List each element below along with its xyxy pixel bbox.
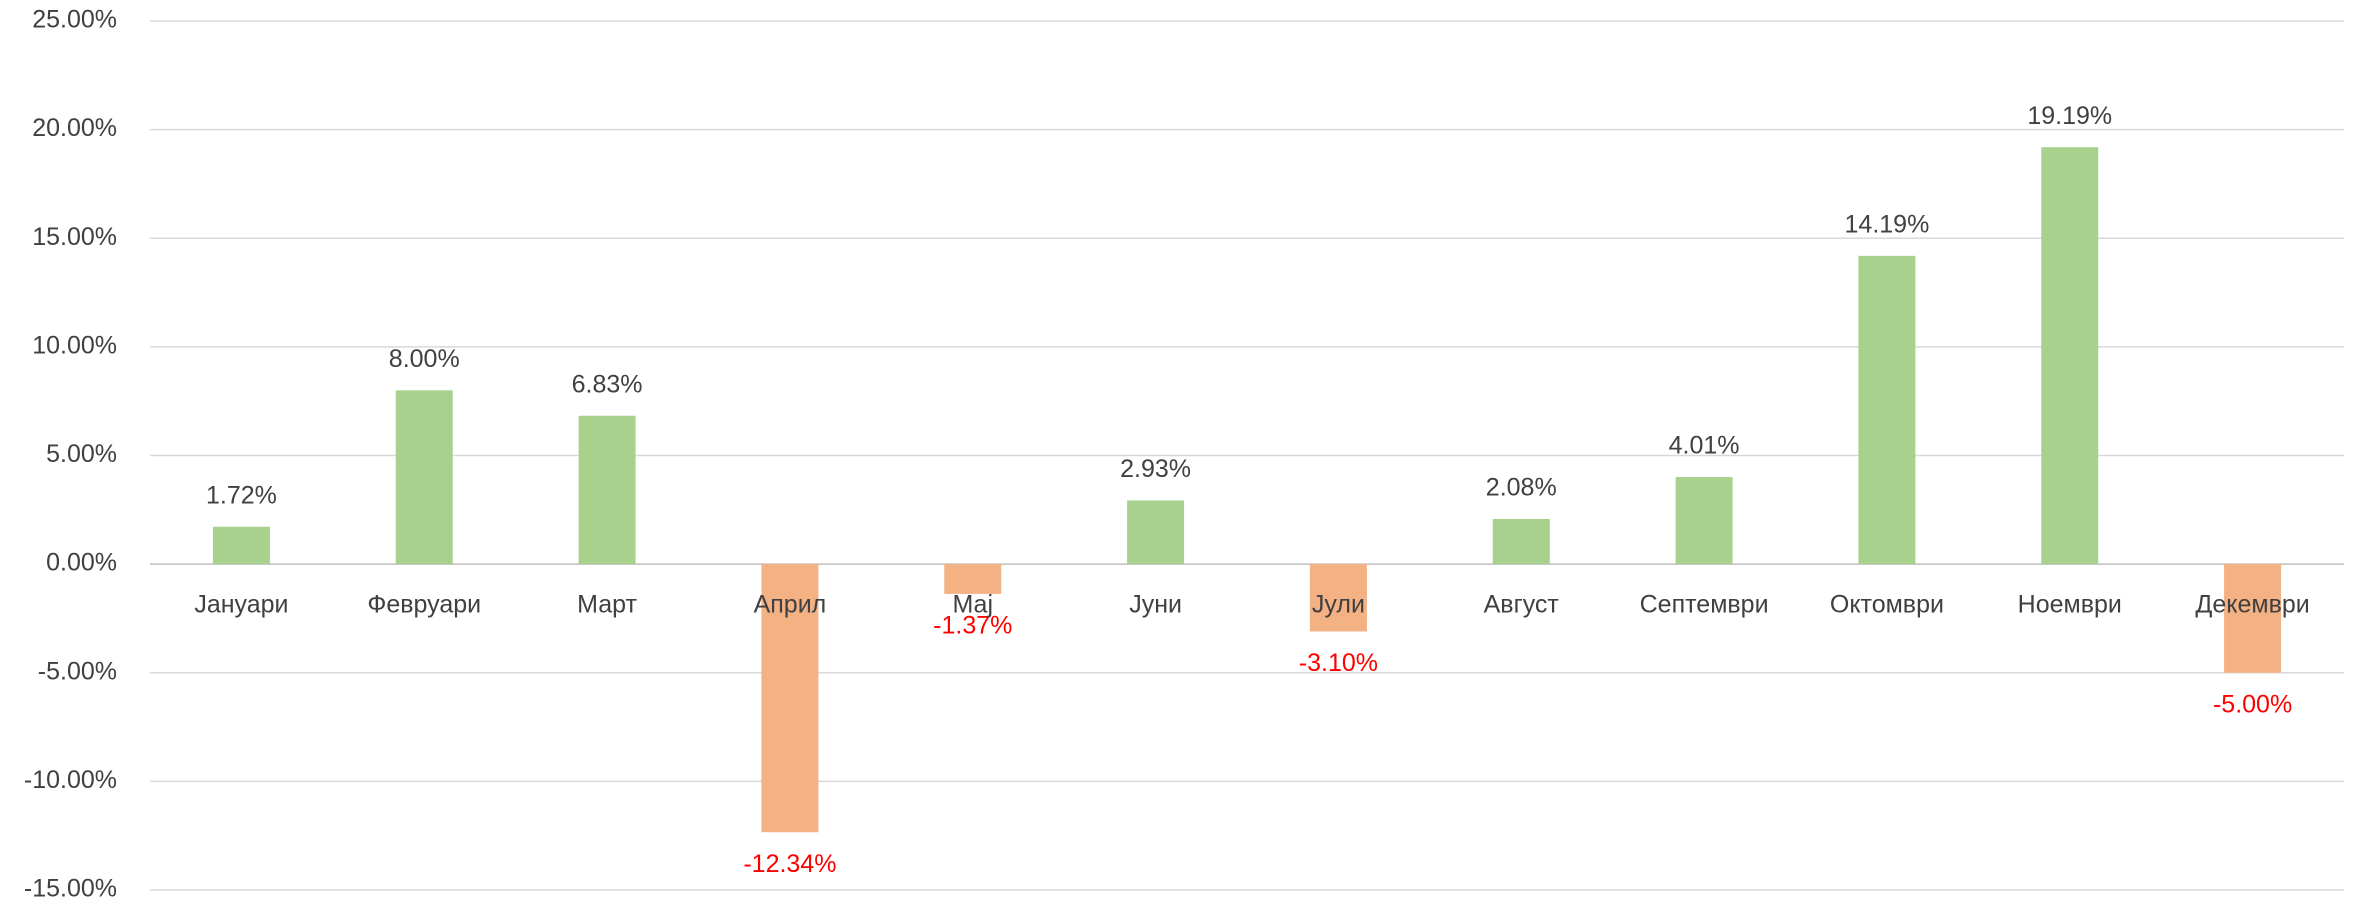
x-tick-label: Февруари xyxy=(367,591,481,619)
data-label: 6.83% xyxy=(572,370,643,398)
x-tick-label: Јули xyxy=(1312,591,1365,619)
x-tick-label: Јуни xyxy=(1129,591,1182,619)
x-tick-label: Мај xyxy=(952,591,993,619)
y-tick-label: 5.00% xyxy=(46,440,117,468)
bar xyxy=(395,390,453,565)
y-tick-label: 0.00% xyxy=(46,549,117,577)
bar xyxy=(944,564,1002,594)
y-tick-label: 10.00% xyxy=(32,331,117,359)
data-label: 4.01% xyxy=(1669,432,1740,460)
y-tick-label: 15.00% xyxy=(32,223,117,251)
x-tick-label: Март xyxy=(577,591,637,619)
data-label: 2.08% xyxy=(1486,474,1557,502)
bar xyxy=(1309,564,1367,632)
y-tick-label: 25.00% xyxy=(32,6,117,34)
bar xyxy=(578,415,636,565)
bar xyxy=(2041,147,2099,565)
bar xyxy=(2224,564,2282,673)
data-label: 14.19% xyxy=(1845,210,1930,238)
x-tick-label: Јануари xyxy=(194,591,288,619)
y-tick-label: -15.00% xyxy=(24,875,117,903)
bar xyxy=(1858,255,1916,565)
bar xyxy=(212,526,270,565)
data-label: -5.00% xyxy=(2213,690,2292,718)
data-label: -12.34% xyxy=(743,850,836,878)
data-label: -3.10% xyxy=(1299,649,1378,677)
data-label: 19.19% xyxy=(2027,102,2112,130)
data-label: -1.37% xyxy=(933,611,1012,639)
y-tick-label: -10.00% xyxy=(24,766,117,794)
x-tick-label: Декември xyxy=(2195,591,2309,619)
y-tick-label: 20.00% xyxy=(32,114,117,142)
data-label: 8.00% xyxy=(389,345,460,373)
x-tick-label: Октомври xyxy=(1830,591,1944,619)
bar xyxy=(761,564,819,833)
y-tick-label: -5.00% xyxy=(38,657,117,685)
x-tick-label: Август xyxy=(1484,591,1560,619)
x-tick-label: Ноември xyxy=(2018,591,2122,619)
x-tick-label: Април xyxy=(754,591,827,619)
data-label: 2.93% xyxy=(1120,455,1191,483)
x-tick-label: Септември xyxy=(1640,591,1769,619)
bar xyxy=(1127,500,1185,565)
bar xyxy=(1675,477,1733,565)
bar xyxy=(1492,518,1550,565)
data-label: 1.72% xyxy=(206,481,277,509)
